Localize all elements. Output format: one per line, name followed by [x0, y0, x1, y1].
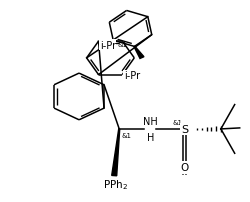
Text: NH: NH: [143, 116, 157, 126]
Text: O: O: [180, 163, 188, 173]
Text: S: S: [180, 124, 187, 134]
Text: PPh$_2$: PPh$_2$: [102, 177, 128, 191]
Text: &1: &1: [172, 119, 182, 125]
Text: i-Pr: i-Pr: [123, 71, 139, 81]
Text: &1: &1: [121, 132, 131, 138]
Text: &1: &1: [118, 41, 128, 47]
Polygon shape: [134, 47, 143, 59]
Polygon shape: [111, 129, 119, 176]
Text: i-Pr: i-Pr: [100, 40, 116, 50]
Text: H: H: [146, 132, 154, 142]
